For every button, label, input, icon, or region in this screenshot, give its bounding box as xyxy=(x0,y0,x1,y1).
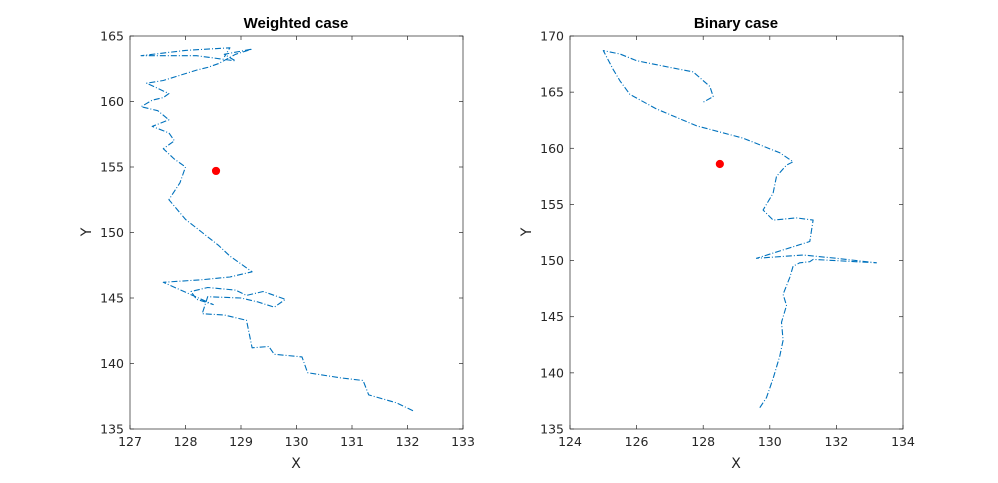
point-marker xyxy=(715,159,724,169)
y-tick-label: 145 xyxy=(100,291,124,306)
x-tick-label: 132 xyxy=(824,434,848,449)
point-marker xyxy=(211,166,221,176)
chart-title: Weighted case xyxy=(244,15,349,32)
x-tick-label: 129 xyxy=(229,434,253,449)
y-tick-label: 165 xyxy=(540,85,564,100)
x-tick-label: 128 xyxy=(174,434,198,449)
y-tick-label: 165 xyxy=(100,29,124,44)
y-tick-label: 150 xyxy=(540,253,564,268)
x-tick-label: 134 xyxy=(891,434,915,449)
x-axis-ticks: 127 128 129 130 131 132 133 xyxy=(118,36,475,449)
y-tick-label: 155 xyxy=(540,197,564,212)
x-tick-label: 131 xyxy=(340,434,364,449)
x-axis-ticks: 124 126 128 130 132 134 xyxy=(558,36,915,449)
y-axis-label: Y xyxy=(79,227,95,237)
x-axis-label: X xyxy=(291,456,301,472)
series-line xyxy=(602,50,877,409)
x-tick-label: 127 xyxy=(118,434,142,449)
y-axis-ticks: 135 140 145 150 155 160 165 xyxy=(100,29,463,437)
x-tick-label: 130 xyxy=(758,434,782,449)
y-tick-label: 160 xyxy=(100,94,124,109)
x-tick-label: 126 xyxy=(625,434,649,449)
x-tick-label: 128 xyxy=(691,434,715,449)
x-tick-label: 132 xyxy=(396,434,420,449)
y-tick-label: 140 xyxy=(540,365,564,380)
x-tick-label: 133 xyxy=(451,434,475,449)
plot-binary: Binary case 124 126 128 130 132 134 135 140 145… xyxy=(519,15,915,472)
chart-title: Binary case xyxy=(694,15,778,32)
y-tick-label: 160 xyxy=(540,141,564,156)
y-tick-label: 150 xyxy=(100,225,124,240)
series-layer xyxy=(140,47,414,412)
x-tick-label: 130 xyxy=(285,434,309,449)
series-layer xyxy=(602,50,877,409)
x-axis-label: X xyxy=(731,456,741,472)
y-axis-label: Y xyxy=(519,227,535,237)
plot-frame xyxy=(569,35,904,430)
plot-frame xyxy=(129,35,464,430)
y-tick-label: 135 xyxy=(100,422,124,437)
y-tick-label: 135 xyxy=(540,422,564,437)
y-tick-label: 140 xyxy=(100,356,124,371)
y-tick-label: 145 xyxy=(540,309,564,324)
plot-weighted: Weighted case 127 128 129 130 131 132 133 1351… xyxy=(79,15,475,472)
y-tick-label: 155 xyxy=(100,160,124,175)
series-line xyxy=(140,47,414,412)
x-tick-label: 124 xyxy=(558,434,582,449)
y-axis-ticks: 135 140 145 150 155 160 165 170 xyxy=(540,29,903,437)
y-tick-label: 170 xyxy=(540,29,564,44)
